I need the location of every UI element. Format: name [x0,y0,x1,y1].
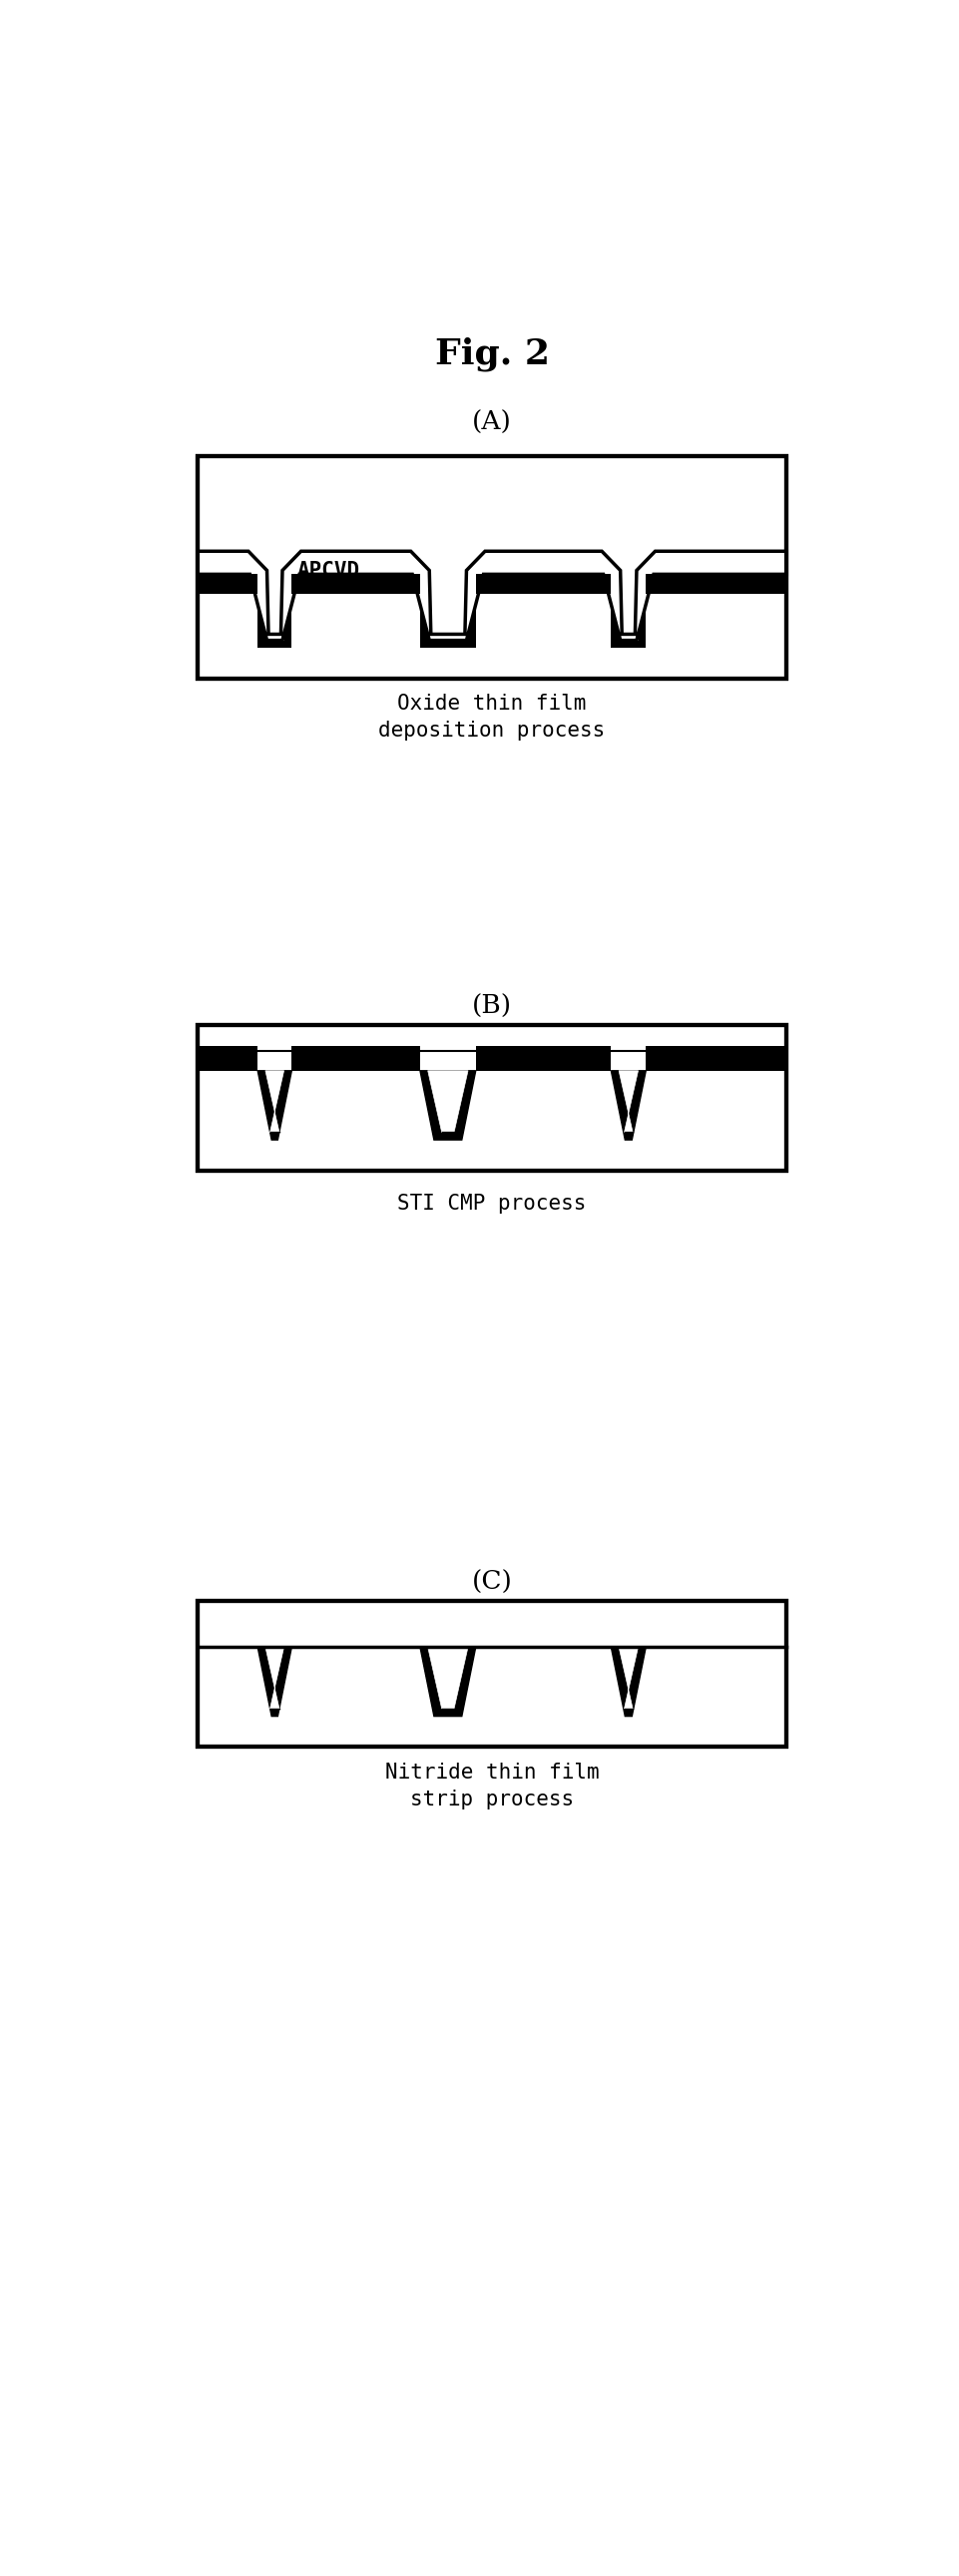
Bar [198,1051,257,1072]
Bar [476,1046,611,1051]
Polygon shape [265,1072,284,1133]
Bar [468,595,476,649]
Bar [645,1051,785,1072]
Bar [619,595,638,641]
Bar [645,574,785,595]
Bar [265,595,284,641]
Bar [645,574,785,595]
Polygon shape [611,1072,645,1139]
Bar [476,574,611,595]
Bar [428,641,468,649]
Text: (A): (A) [472,410,511,435]
Polygon shape [265,1646,284,1708]
Bar [198,1600,785,1747]
Text: (B): (B) [472,994,511,1020]
Text: Fig. 2: Fig. 2 [434,337,549,371]
Bar [292,1046,420,1051]
Bar [198,574,257,595]
Bar [611,595,645,649]
Bar [619,641,638,649]
Bar [611,595,619,649]
Polygon shape [619,1646,638,1708]
Polygon shape [428,1072,468,1133]
Text: deposition process: deposition process [378,721,605,742]
Polygon shape [428,1646,468,1708]
Polygon shape [420,1072,476,1139]
Bar [198,1025,785,1170]
Text: strip process: strip process [409,1790,573,1808]
Bar [198,456,785,677]
Bar [420,595,476,649]
Bar [292,574,420,595]
Polygon shape [257,1072,292,1139]
Bar [476,574,611,595]
Polygon shape [611,1646,645,1716]
Bar [257,595,292,649]
Bar [292,1051,420,1072]
Bar [292,574,420,595]
Bar [284,595,292,649]
Bar [198,1600,785,1747]
Text: Nitride thin film: Nitride thin film [385,1762,598,1783]
Bar [420,595,428,649]
Bar [198,456,785,677]
Bar [476,1051,611,1072]
Polygon shape [619,1072,638,1133]
Text: (C): (C) [471,1571,512,1595]
Bar [265,641,284,649]
Bar [198,1046,257,1051]
Text: APCVD: APCVD [297,562,360,580]
Bar [645,1046,785,1051]
Text: STI CMP process: STI CMP process [397,1193,586,1213]
Polygon shape [257,1646,292,1716]
Bar [198,1025,785,1170]
Polygon shape [420,1646,476,1716]
Bar [428,595,468,641]
Polygon shape [198,551,785,641]
Bar [638,595,645,649]
Bar [257,595,265,649]
Text: Oxide thin film: Oxide thin film [397,693,586,714]
Bar [198,574,257,595]
